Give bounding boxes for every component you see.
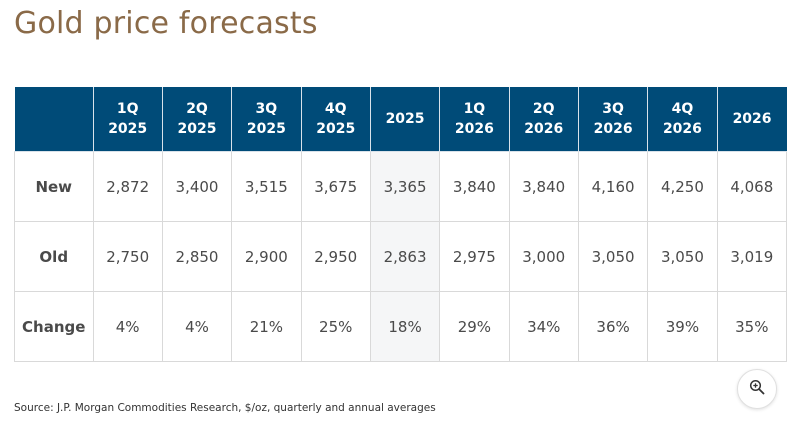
table-cell: 2,872 (92, 151, 163, 222)
table-cell: 4,250 (647, 151, 718, 222)
table-cell: 2,750 (92, 221, 163, 292)
table-header-cell: 1Q 2025 (92, 87, 163, 152)
table-row-new: New 2,872 3,400 3,515 3,675 3,365 3,840 … (14, 151, 788, 222)
row-label: Change (14, 291, 94, 362)
table-header-cell: 4Q 2025 (300, 87, 371, 152)
page-title: Gold price forecasts (14, 6, 318, 41)
table-cell: 39% (647, 291, 718, 362)
source-note: Source: J.P. Morgan Commodities Research… (14, 402, 436, 414)
table-header-cell: 4Q 2026 (647, 87, 718, 152)
table-cell: 4,068 (716, 151, 788, 222)
table-cell-highlighted: 3,365 (369, 151, 441, 222)
table-cell: 4,160 (577, 151, 649, 222)
table-cell: 3,050 (647, 221, 718, 292)
table-cell: 4% (92, 291, 163, 362)
table-cell: 36% (577, 291, 649, 362)
table-cell: 3,515 (231, 151, 302, 222)
table-cell: 2,850 (161, 221, 233, 292)
table-cell: 3,019 (716, 221, 788, 292)
zoom-in-icon (749, 379, 765, 399)
table-cell: 29% (439, 291, 510, 362)
table-header-cell: 2Q 2025 (161, 87, 233, 152)
table-cell: 3,840 (439, 151, 510, 222)
table-header-cell: 3Q 2025 (231, 87, 302, 152)
table-header-cell: 2Q 2026 (508, 87, 579, 152)
table-header-cell: 1Q 2026 (439, 87, 510, 152)
table-cell: 3,400 (161, 151, 233, 222)
table-cell: 25% (300, 291, 371, 362)
table-cell: 3,675 (300, 151, 371, 222)
table-cell: 3,050 (577, 221, 649, 292)
table-header-row: 1Q 2025 2Q 2025 3Q 2025 4Q 2025 2025 1Q 2026 … (14, 87, 787, 152)
zoom-button[interactable] (737, 369, 777, 409)
table-cell: 3,000 (508, 221, 579, 292)
table-cell: 2,950 (300, 221, 371, 292)
forecast-table: 1Q 2025 2Q 2025 3Q 2025 4Q 2025 2025 1Q 2026 … (14, 87, 788, 362)
table-cell: 2,900 (231, 221, 302, 292)
table-cell: 3,840 (508, 151, 579, 222)
table-cell-highlighted: 2,863 (369, 221, 441, 292)
table-cell: 21% (231, 291, 302, 362)
table-header-cell-empty (14, 87, 94, 152)
table-cell: 4% (161, 291, 233, 362)
table-header-cell: 2025 (369, 87, 441, 152)
table-row-change: Change 4% 4% 21% 25% 18% 29% 34% 36% 39%… (14, 291, 788, 362)
table-header-cell: 2026 (716, 87, 787, 152)
table-cell-highlighted: 18% (369, 291, 441, 362)
row-label: Old (14, 221, 94, 292)
table-header-cell: 3Q 2026 (577, 87, 649, 152)
table-cell: 35% (716, 291, 788, 362)
table-row-old: Old 2,750 2,850 2,900 2,950 2,863 2,975 … (14, 221, 788, 292)
row-label: New (14, 151, 94, 222)
table-cell: 2,975 (439, 221, 510, 292)
table-cell: 34% (508, 291, 579, 362)
